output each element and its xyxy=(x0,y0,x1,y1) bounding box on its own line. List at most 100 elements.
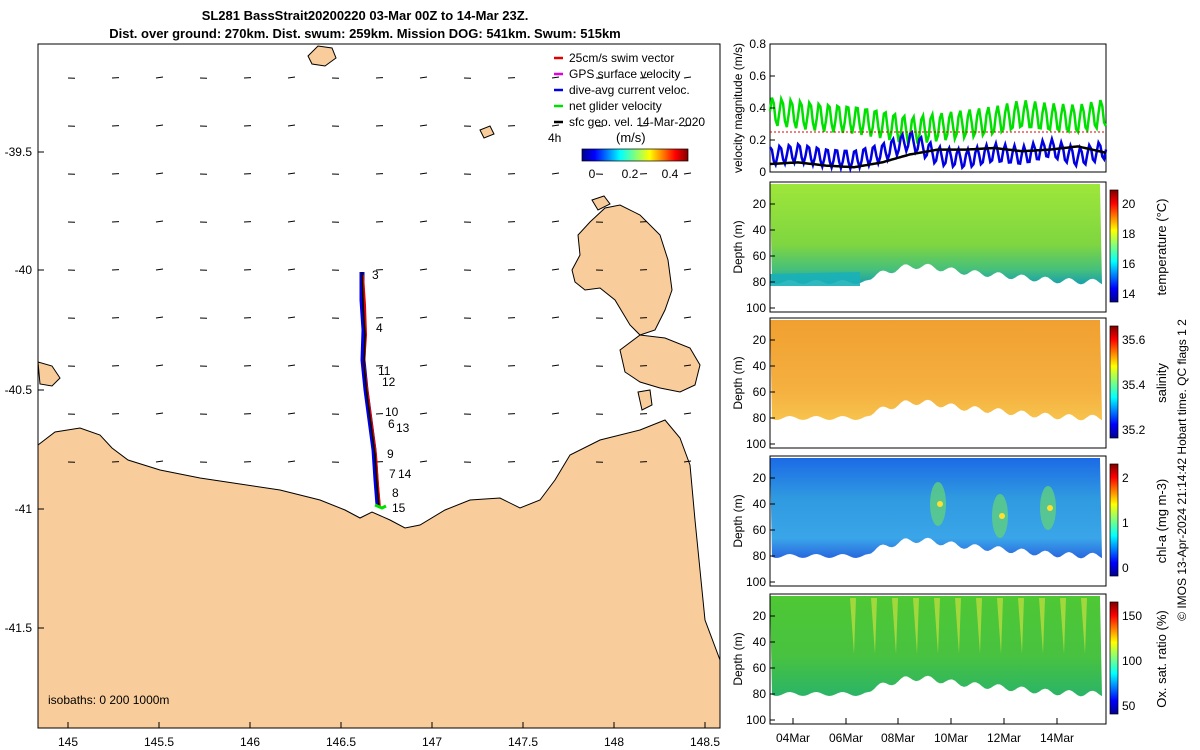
oxygen-streak xyxy=(892,598,898,654)
depth-tick-label: 80 xyxy=(753,687,767,701)
land-cape-barren-island xyxy=(619,334,701,393)
velocity-arrow xyxy=(419,364,428,367)
colorbar-tick-label: 50 xyxy=(1122,699,1136,713)
track-day-label: 12 xyxy=(382,375,396,389)
chl-peak xyxy=(999,513,1005,519)
oxygen-streak xyxy=(976,598,982,654)
legend-entry: 25cm/s swim vector xyxy=(569,51,674,65)
velocity-arrow xyxy=(551,220,560,223)
lon-tick-label: 148.5 xyxy=(690,735,720,749)
velocity-series-line xyxy=(768,94,1108,145)
colorbar-tick-label: 150 xyxy=(1122,609,1142,623)
legend-entry: sfc geo. vel. 14-Mar-2020 xyxy=(569,115,705,129)
colorbar-tick-label: 2 xyxy=(1122,471,1129,485)
track-swim xyxy=(362,274,381,509)
velocity-arrow xyxy=(419,220,428,223)
velocity-arrow xyxy=(683,172,692,175)
lat-tick-label: -39.5 xyxy=(5,145,33,159)
section-panel: 20 40 60 80 100 Depth (m) 14 16 18 20 temperature … xyxy=(731,181,1169,315)
track-net xyxy=(361,271,380,509)
lat-tick-label: -41.5 xyxy=(5,621,33,635)
colorbar-tick-label: 0.2 xyxy=(622,167,639,181)
velocity-arrow xyxy=(551,460,560,463)
lon-tick-label: 148 xyxy=(604,735,624,749)
track-day-label: 9 xyxy=(387,447,394,461)
depth-tick-label: 100 xyxy=(746,713,766,727)
legend-entry: GPS surface velocity xyxy=(569,67,680,81)
lat-tick-label: -40 xyxy=(15,263,33,277)
velocity-arrow xyxy=(551,316,560,319)
depth-tick-label: 60 xyxy=(753,661,767,675)
velocity-ytick-label: 0.4 xyxy=(749,101,766,115)
colorbar-tick-label: 20 xyxy=(1122,197,1136,211)
colorbar-tick-label: 0 xyxy=(589,167,596,181)
colorbar-tick-label: 35.2 xyxy=(1122,423,1146,437)
colorbar-tick-label: 0.4 xyxy=(662,167,679,181)
oxygen-streak xyxy=(1081,598,1087,654)
lat-tick-label: -41 xyxy=(15,502,33,516)
land-western-island xyxy=(38,361,61,387)
colorbar-label: Ox. sat. ratio (%) xyxy=(1154,610,1169,708)
velocity-arrow xyxy=(155,460,164,463)
colorbar-label: (m/s) xyxy=(616,130,646,145)
date-tick-label: 14Mar xyxy=(1040,731,1074,745)
date-tick-label: 10Mar xyxy=(934,731,968,745)
section-panel: 20 40 60 80 100 Depth (m) 35.2 35.4 35.6 salinity xyxy=(731,317,1169,451)
track-day-label: 14 xyxy=(398,467,412,481)
velocity-arrow xyxy=(287,76,296,79)
velocity-arrow xyxy=(683,316,692,319)
velocity-arrow xyxy=(551,268,560,271)
date-tick-label: 04Mar xyxy=(776,731,810,745)
velocity-ytick-label: 0.6 xyxy=(749,69,766,83)
track-day-label: 7 xyxy=(389,467,396,481)
section-colorbar xyxy=(1109,189,1119,303)
colorbar-tick-label: 100 xyxy=(1122,654,1142,668)
speed-colorbar-ticks: 0 0.2 0.4 xyxy=(589,167,679,181)
depth-tick-label: 20 xyxy=(753,333,767,347)
velocity-arrow xyxy=(287,268,296,271)
glider-track xyxy=(359,271,387,510)
colorbar-tick-label: 35.4 xyxy=(1122,378,1146,392)
colorbar-tick-label: 0 xyxy=(1122,561,1129,575)
oxygen-streak xyxy=(1039,598,1045,654)
colorbar-tick-label: 18 xyxy=(1122,227,1136,241)
velocity-arrow xyxy=(287,364,296,367)
depth-tick-label: 40 xyxy=(753,497,767,511)
oxygen-streak xyxy=(955,598,961,654)
depth-ylabel: Depth (m) xyxy=(731,220,745,273)
land-islet xyxy=(637,389,653,411)
oxygen-streak xyxy=(934,598,940,654)
depth-tick-label: 60 xyxy=(753,523,767,537)
date-tick-label: 12Mar xyxy=(987,731,1021,745)
depth-tick-label: 100 xyxy=(746,437,766,451)
section-colorbar xyxy=(1109,463,1119,577)
velocity-arrow xyxy=(419,172,428,175)
velocity-arrow xyxy=(419,412,428,415)
track-day-label: 6 xyxy=(388,417,395,431)
track-day-label: 8 xyxy=(392,486,399,500)
section-colorbar xyxy=(1109,325,1119,439)
velocity-arrow xyxy=(683,76,692,79)
velocity-arrow xyxy=(551,76,560,79)
depth-tick-label: 60 xyxy=(753,385,767,399)
velocity-arrow xyxy=(551,124,560,127)
velocity-arrow xyxy=(155,412,164,415)
legend-extra: 4h xyxy=(548,131,561,145)
map-frame xyxy=(37,43,721,729)
oxygen-streak xyxy=(871,598,877,654)
velocity-arrow xyxy=(551,412,560,415)
velocity-arrow xyxy=(155,268,164,271)
land-tasmania xyxy=(38,419,720,728)
chart-title: SL281 BassStrait20200220 03-Mar 00Z to 1… xyxy=(201,8,529,23)
surface-velocity-arrows xyxy=(67,76,692,463)
velocity-arrow xyxy=(419,76,428,79)
map-legend: 25cm/s swim vector GPS surface velocity di… xyxy=(554,51,705,129)
colorbar-tick-label: 16 xyxy=(1122,257,1136,271)
velocity-arrow xyxy=(419,460,428,463)
velocity-arrow xyxy=(419,316,428,319)
chl-peak xyxy=(1047,505,1053,511)
depth-tick-label: 40 xyxy=(753,223,767,237)
